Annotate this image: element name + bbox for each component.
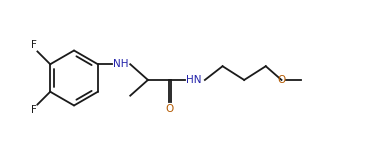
Text: O: O (278, 75, 286, 85)
Text: NH: NH (112, 59, 128, 69)
Text: HN: HN (186, 75, 202, 85)
Text: O: O (165, 104, 174, 113)
Text: F: F (31, 106, 37, 115)
Text: F: F (31, 40, 37, 51)
